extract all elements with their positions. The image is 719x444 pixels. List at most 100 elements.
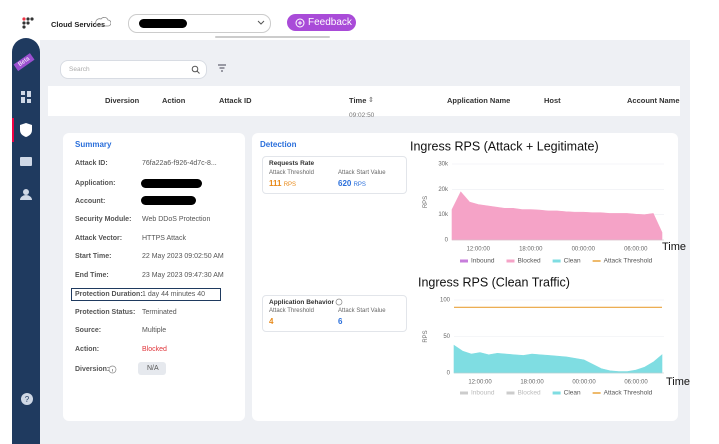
- field-value: 76fa22a6-f926-4d7c-8...: [142, 160, 217, 167]
- y-tick-label: 30k: [438, 162, 449, 168]
- column-header[interactable]: Attack ID: [219, 96, 252, 105]
- field-value: 23 May 2023 09:47:30 AM: [142, 272, 224, 279]
- card-label: Attack Start Value: [338, 170, 386, 176]
- y-tick-label: 0: [447, 371, 451, 377]
- legend-swatch: [552, 259, 561, 263]
- field-label: Account:: [75, 198, 106, 205]
- x-axis-label: Time: [666, 376, 690, 388]
- card-title: Requests Rate: [269, 160, 315, 167]
- field-label: Action:: [75, 346, 100, 353]
- legend-label: Clean: [564, 258, 581, 265]
- legend-label: Blocked: [518, 258, 542, 265]
- card-label: Attack Threshold: [269, 170, 314, 176]
- field-label: Security Module:: [75, 216, 132, 223]
- logo: [22, 16, 34, 29]
- field-label: End Time:: [75, 272, 109, 279]
- legend-label: Clean: [564, 390, 581, 397]
- cloud-icon: [95, 17, 111, 27]
- summary-title: Summary: [75, 140, 112, 149]
- field-label: Application:: [75, 180, 116, 187]
- card-value: 6: [338, 317, 343, 326]
- requests-card: Requests Rate Attack Threshold 111 RPS A…: [262, 156, 407, 194]
- redaction: [141, 196, 196, 205]
- y-tick-label: 50: [443, 334, 450, 340]
- area: [451, 191, 663, 241]
- x-tick-label: 12:00:00: [468, 380, 492, 386]
- svg-text:?: ?: [25, 395, 30, 404]
- search-icon: [191, 65, 200, 74]
- legend-label: Attack Threshold: [604, 258, 653, 265]
- field-label: Protection Duration:: [75, 291, 143, 298]
- legend-label: Inbound: [471, 258, 495, 265]
- field-label: Attack Vector:: [75, 235, 123, 242]
- x-tick-label: 00:00:00: [572, 380, 596, 386]
- card-value: 620: [338, 179, 352, 188]
- column-header[interactable]: Diversion: [105, 96, 140, 105]
- search-placeholder: Search: [69, 66, 90, 73]
- y-tick-label: 20k: [438, 187, 449, 193]
- help-icon[interactable]: ?: [20, 392, 34, 406]
- legend-swatch: [506, 259, 515, 263]
- card-unit: RPS: [353, 182, 366, 188]
- filter-icon[interactable]: [217, 64, 227, 73]
- column-header[interactable]: Time: [349, 96, 367, 105]
- sidebar-icons: [12, 91, 32, 200]
- legend-label: Blocked: [518, 390, 542, 397]
- field-value: Web DDoS Protection: [142, 216, 211, 223]
- x-tick-label: 18:00:00: [519, 247, 543, 253]
- row-time: 09:02:50: [349, 112, 375, 119]
- highlight-box: [71, 288, 221, 301]
- y-tick-label: 10k: [438, 212, 449, 218]
- sort-icon[interactable]: ⇕: [368, 97, 374, 104]
- field-label: Source:: [75, 327, 102, 334]
- scroll-handle: [215, 36, 330, 38]
- area: [453, 344, 663, 374]
- field-value: 1 day 44 minutes 40: [142, 291, 206, 298]
- column-header[interactable]: Action: [162, 96, 186, 105]
- field-label: Start Time:: [75, 253, 112, 260]
- card-label: Attack Start Value: [338, 308, 386, 314]
- field-label: Protection Status:: [75, 309, 136, 316]
- y-axis-label: RPS: [423, 330, 429, 342]
- field-value: Multiple: [142, 327, 167, 334]
- legend-swatch: [506, 391, 515, 395]
- legend-label: Inbound: [471, 390, 495, 397]
- x-tick-label: 18:00:00: [520, 380, 544, 386]
- y-axis-label: RPS: [423, 196, 429, 208]
- sidebar: [12, 38, 40, 444]
- diversion-pill: N/A: [138, 362, 166, 375]
- field-value: N/A: [147, 365, 159, 372]
- x-tick-label: 06:00:00: [624, 247, 648, 253]
- redaction: [141, 179, 202, 188]
- info-icon[interactable]: [335, 298, 343, 306]
- behavior-card: Application Behavior Attack Threshold 4 …: [262, 295, 407, 332]
- field-label: Diversion:: [75, 366, 110, 373]
- legend-label: Attack Threshold: [604, 390, 653, 397]
- feedback-button[interactable]: Feedback: [287, 14, 356, 31]
- column-header[interactable]: Application Name: [447, 96, 511, 105]
- field-value: Blocked: [142, 346, 167, 353]
- chart-title: Ingress RPS (Attack + Legitimate): [410, 139, 599, 153]
- field-label: Attack ID:: [75, 160, 108, 167]
- account-dropdown[interactable]: [128, 14, 271, 33]
- x-tick-label: 12:00:00: [467, 247, 491, 253]
- legend-swatch: [460, 391, 468, 395]
- feedback-icon: [295, 18, 305, 28]
- field-value: Terminated: [142, 309, 177, 316]
- legend-swatch: [552, 391, 561, 395]
- x-tick-label: 00:00:00: [572, 247, 596, 253]
- x-axis-label: Time: [662, 241, 686, 253]
- info-icon[interactable]: [108, 365, 117, 374]
- y-tick-label: 0: [445, 238, 449, 244]
- card-title: Application Behavior: [269, 299, 335, 306]
- chart-title: Ingress RPS (Clean Traffic): [418, 275, 570, 289]
- column-header[interactable]: Host: [544, 96, 561, 105]
- column-header[interactable]: Account Name: [627, 96, 680, 105]
- card-label: Attack Threshold: [269, 308, 314, 314]
- detection-title: Detection: [260, 140, 297, 149]
- search-box[interactable]: Search: [60, 60, 207, 79]
- redaction: [139, 19, 187, 28]
- legend-swatch: [460, 259, 468, 263]
